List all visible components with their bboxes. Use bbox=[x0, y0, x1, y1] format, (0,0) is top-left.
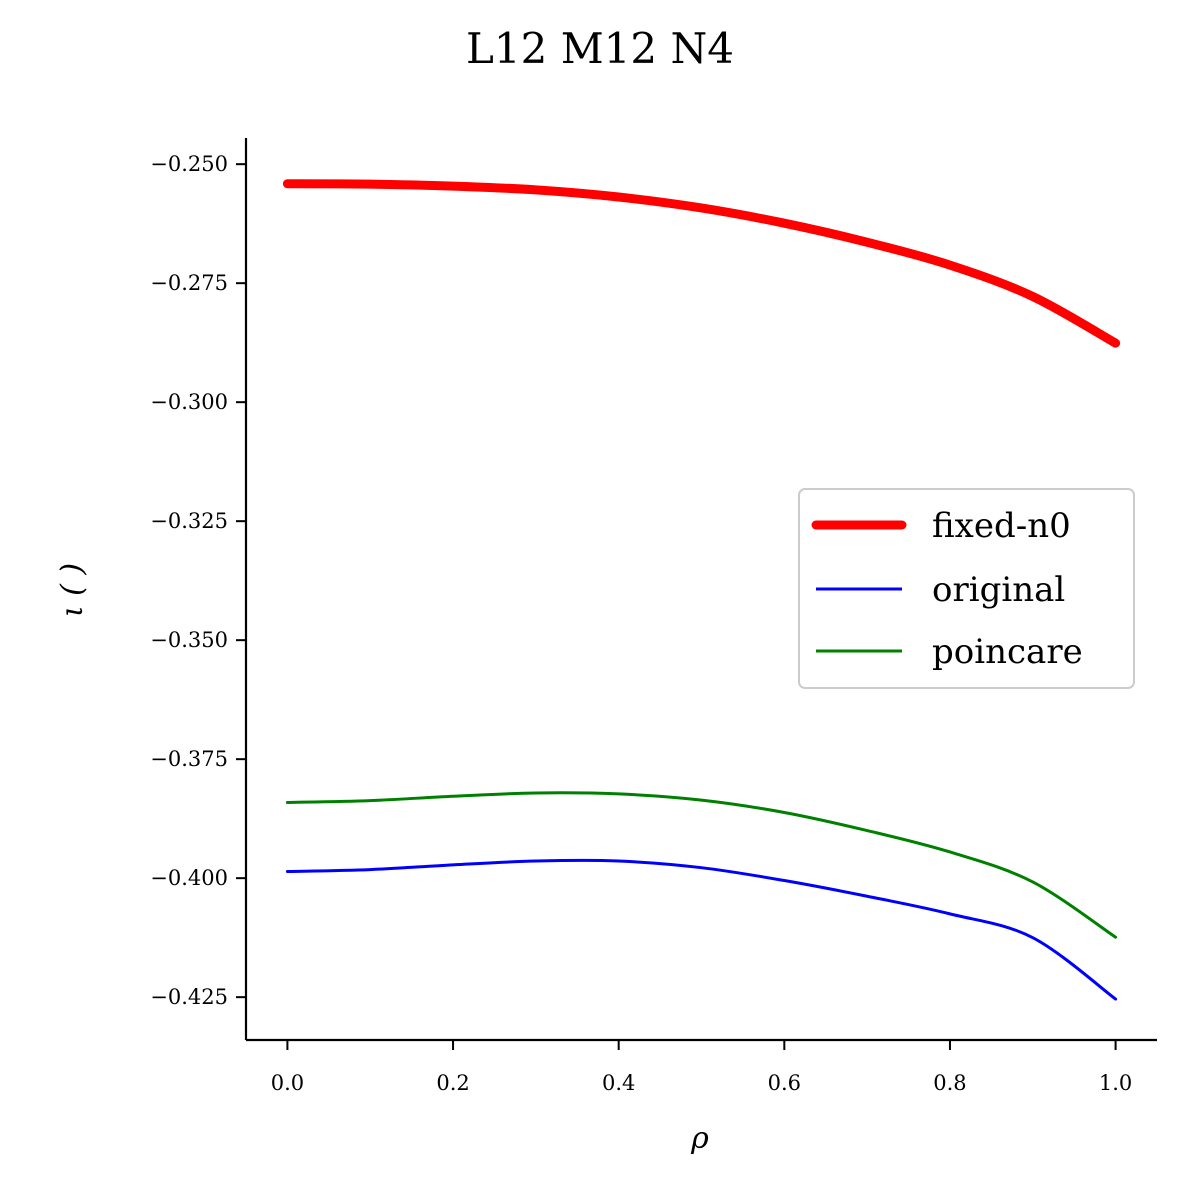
y-tick-label: −0.300 bbox=[150, 390, 228, 414]
y-tick-label: −0.250 bbox=[150, 152, 228, 176]
legend-entries: fixed-n0 original poincare bbox=[811, 506, 1083, 672]
y-tick-label: −0.275 bbox=[150, 271, 228, 295]
x-tick-label: 0.6 bbox=[768, 1071, 801, 1095]
y-axis-label: ι ( ) bbox=[55, 563, 90, 617]
series-layer bbox=[282, 179, 1121, 1001]
x-ticks: 0.0 0.2 0.4 0.6 0.8 1.0 bbox=[271, 1040, 1132, 1095]
legend-label-fixed-n0: fixed-n0 bbox=[932, 506, 1071, 546]
legend-label-poincare: poincare bbox=[932, 632, 1083, 672]
legend-label-original: original bbox=[932, 570, 1065, 610]
x-tick-label: 0.2 bbox=[436, 1071, 469, 1095]
x-tick-label: 1.0 bbox=[1099, 1071, 1132, 1095]
legend-box bbox=[798, 488, 1135, 689]
x-tick-label: 0.0 bbox=[271, 1071, 304, 1095]
y-ticks: −0.250 −0.275 −0.300 −0.325 −0.350 −0.375 −0.4… bbox=[150, 152, 246, 1009]
x-tick-label: 0.8 bbox=[933, 1071, 966, 1095]
y-tick-label: −0.400 bbox=[150, 866, 228, 890]
y-tick-label: −0.325 bbox=[150, 509, 228, 533]
y-tick-label: −0.350 bbox=[150, 628, 228, 652]
x-tick-label: 0.4 bbox=[602, 1071, 635, 1095]
y-tick-label: −0.425 bbox=[150, 985, 228, 1009]
series-line-poincare bbox=[285, 791, 1118, 939]
series-line-original bbox=[285, 858, 1118, 1001]
chart-title: L12 M12 N4 bbox=[466, 24, 734, 73]
x-axis-label: ρ bbox=[690, 1121, 709, 1156]
series-line-fixed-n0 bbox=[282, 179, 1121, 348]
plot-area: 0.0 0.2 0.4 0.6 0.8 1.0 −0.250−0.275−0.300−0.… bbox=[150, 138, 1157, 1095]
legend: fixed-n0 original poincare bbox=[798, 488, 1135, 689]
y-tick-label: −0.375 bbox=[150, 747, 228, 771]
